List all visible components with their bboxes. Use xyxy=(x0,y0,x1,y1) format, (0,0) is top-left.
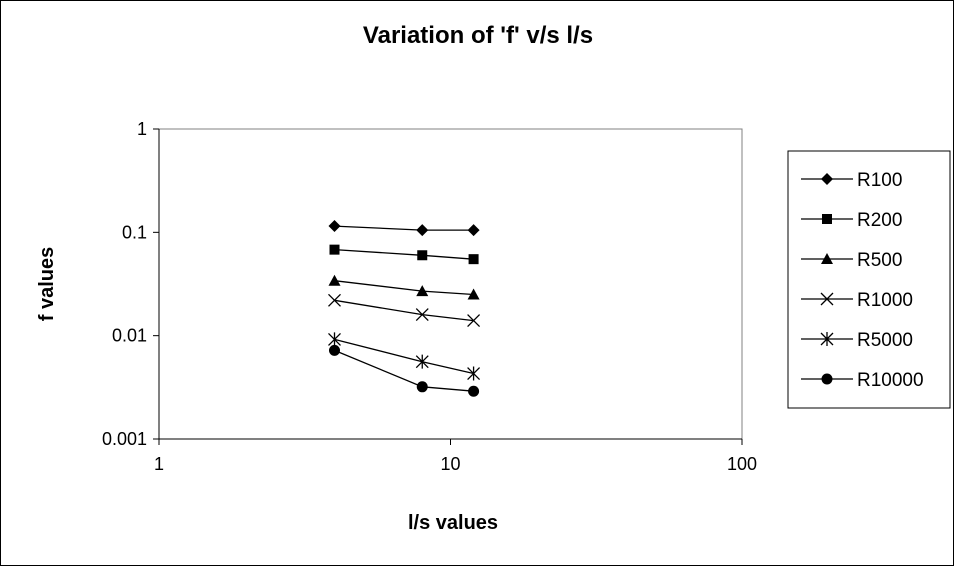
x-tick-label-2: 100 xyxy=(727,454,757,474)
y-axis: 1 0.1 0.01 0.001 xyxy=(102,119,160,449)
point-R10000-2 xyxy=(468,385,480,397)
legend-entry-R5000: R5000 xyxy=(801,330,913,351)
point-R1000-1 xyxy=(415,308,429,322)
point-R1000-0 xyxy=(328,293,341,307)
chart-title: Variation of 'f' v/s l/s xyxy=(363,22,593,49)
legend-label-R10000: R10000 xyxy=(857,370,924,391)
legend-marker-R10000 xyxy=(821,373,833,385)
point-R5000-2 xyxy=(467,366,481,381)
point-R5000-0 xyxy=(328,332,341,347)
point-R100-1 xyxy=(416,224,429,237)
point-R500-1 xyxy=(416,285,429,297)
legend-label-R500: R500 xyxy=(857,250,902,271)
x-tick-label-0: 1 xyxy=(154,454,164,474)
series-R10000 xyxy=(329,344,480,397)
point-R200-1 xyxy=(417,250,428,261)
x-tick-label-1: 10 xyxy=(440,454,460,474)
point-R100-0 xyxy=(328,220,341,233)
legend-label-R1000: R1000 xyxy=(857,290,913,311)
y-tick-label-1: 0.1 xyxy=(122,222,147,242)
legend xyxy=(787,150,951,409)
y-axis-label: f values xyxy=(36,247,58,321)
legend-marker-R5000 xyxy=(820,332,834,346)
legend-marker-R200 xyxy=(822,214,832,224)
legend-label-R200: R200 xyxy=(857,210,902,231)
point-R10000-0 xyxy=(329,344,341,356)
legend-entries: R100 R200 R500 R1000 R5000 R10000 xyxy=(801,170,924,391)
series-R5000 xyxy=(328,332,481,381)
legend-label-R100: R100 xyxy=(857,170,902,191)
legend-entry-R10000: R10000 xyxy=(801,370,924,391)
x-axis: 1 10 100 xyxy=(154,438,757,474)
series-R1000 xyxy=(328,293,481,328)
legend-entry-R1000: R1000 xyxy=(801,290,913,311)
legend-entry-R500: R500 xyxy=(801,250,902,271)
point-R200-0 xyxy=(329,244,340,255)
point-R100-2 xyxy=(467,224,480,237)
series-line-R200 xyxy=(334,248,474,260)
y-tick-label-2: 0.01 xyxy=(112,326,147,346)
legend-entry-R100: R100 xyxy=(801,170,902,191)
y-tick-label-3: 0.001 xyxy=(102,429,147,449)
legend-marker-R500 xyxy=(821,253,833,264)
point-R500-2 xyxy=(467,288,480,300)
point-R1000-2 xyxy=(467,314,481,328)
legend-entry-R200: R200 xyxy=(801,210,902,231)
series-line-R1000 xyxy=(334,299,474,322)
point-R10000-1 xyxy=(416,381,428,393)
plot-area xyxy=(158,128,743,440)
point-R200-2 xyxy=(468,254,479,265)
point-R5000-1 xyxy=(415,354,429,369)
x-axis-label: l/s values xyxy=(408,512,498,534)
legend-marker-R1000 xyxy=(820,292,834,306)
series-R200 xyxy=(329,244,479,265)
legend-marker-R100 xyxy=(821,173,833,185)
series-R500 xyxy=(328,274,480,300)
point-R500-0 xyxy=(328,274,341,286)
series-line-R100 xyxy=(334,225,474,231)
y-tick-label-0: 1 xyxy=(137,119,147,139)
legend-label-R5000: R5000 xyxy=(857,330,913,351)
series-R100 xyxy=(328,220,480,237)
series-line-R500 xyxy=(334,280,474,296)
series-layer xyxy=(328,220,481,397)
series-line-R5000 xyxy=(334,338,474,375)
